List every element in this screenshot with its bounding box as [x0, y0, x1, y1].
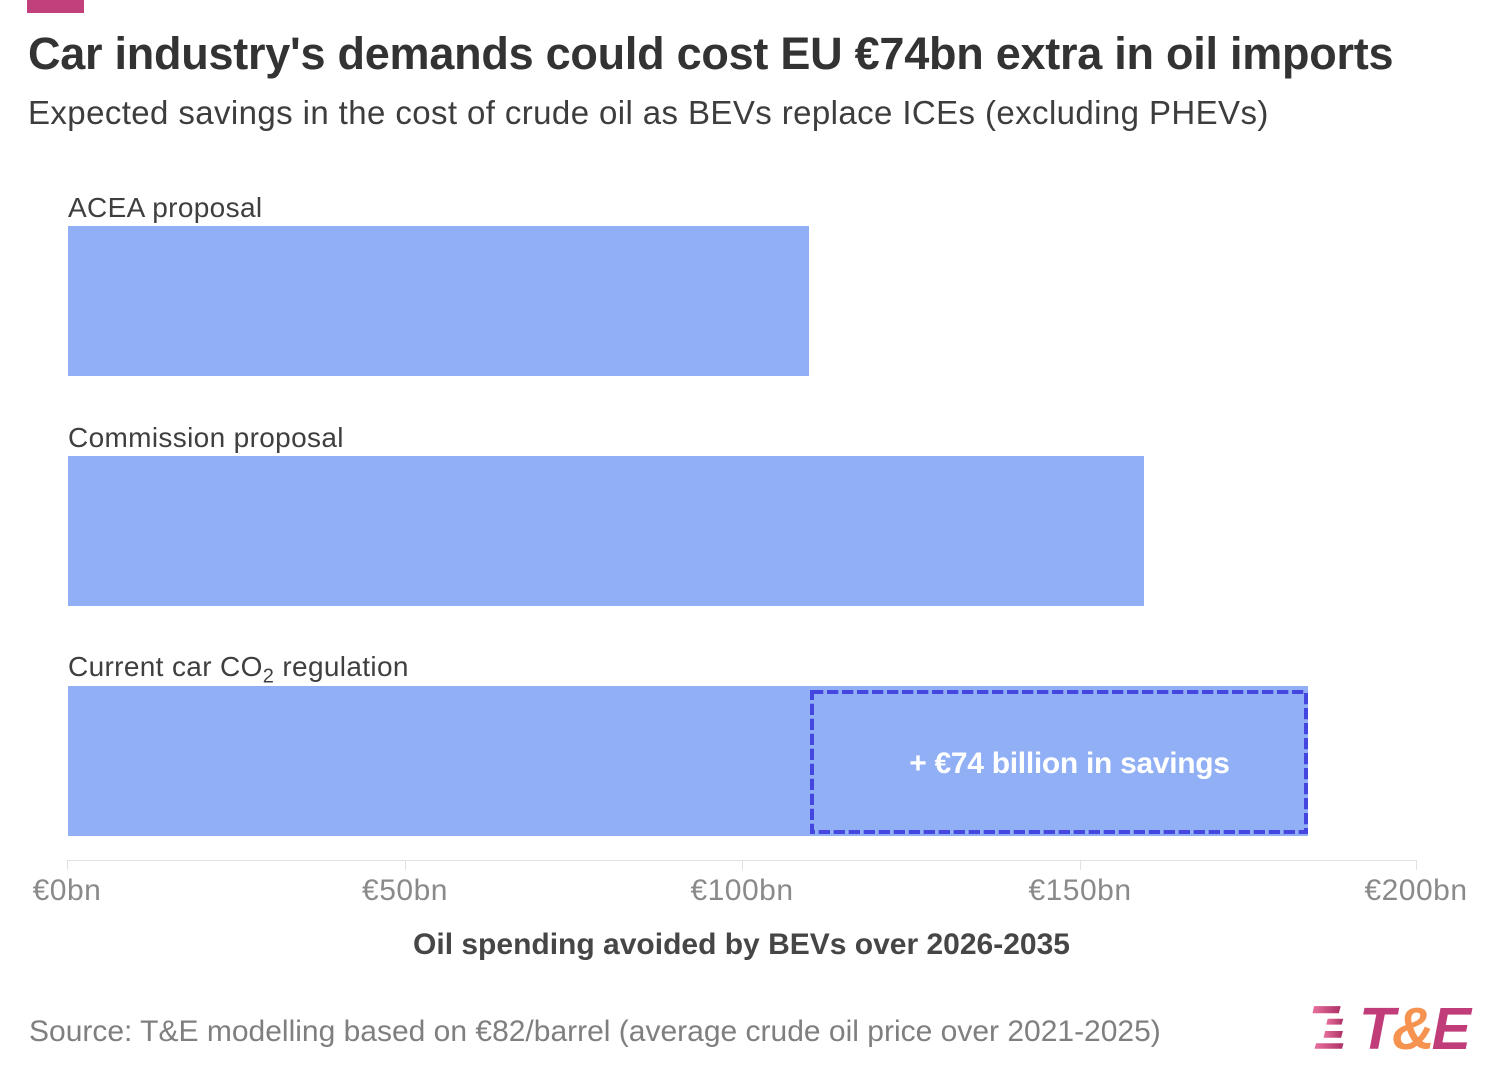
svg-text:T&E: T&E: [1359, 1004, 1473, 1062]
